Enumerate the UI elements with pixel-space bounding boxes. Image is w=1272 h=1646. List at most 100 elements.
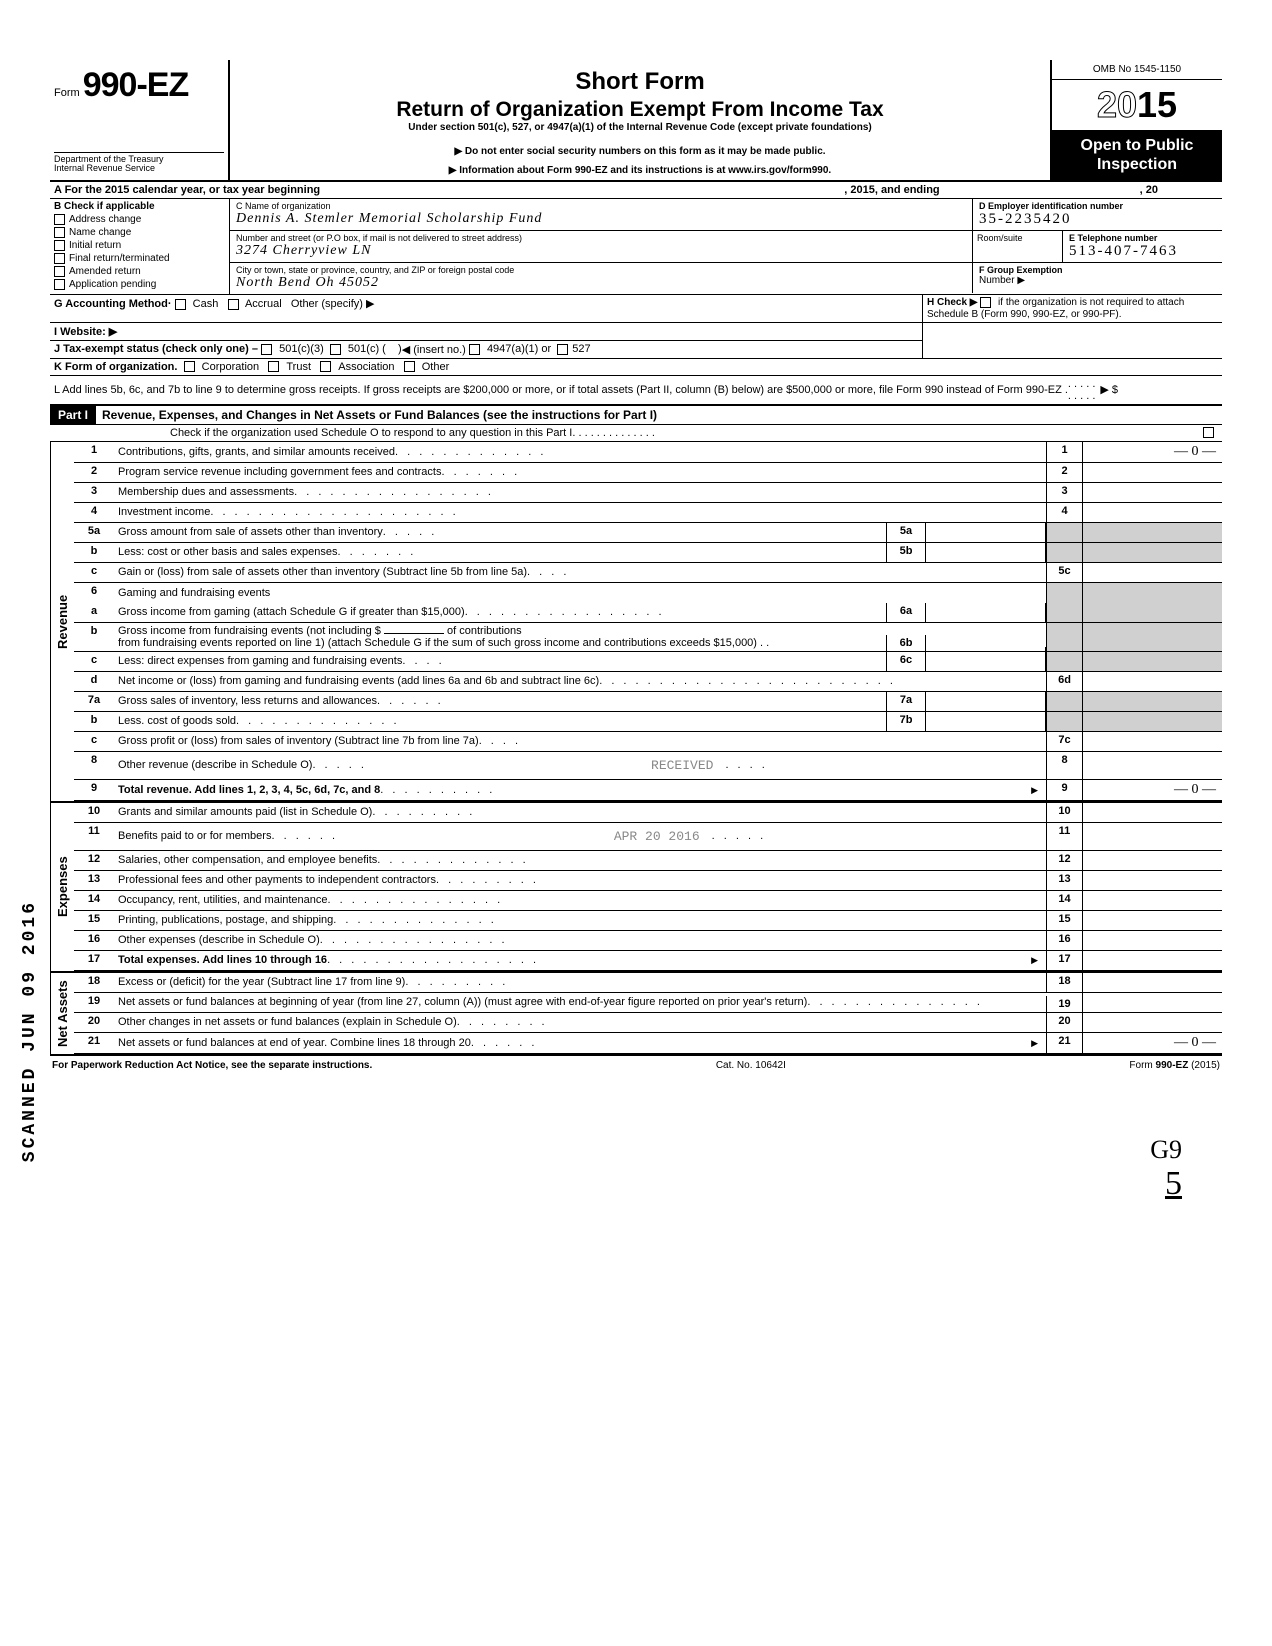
line-16: 16 Other expenses (describe in Schedule … (74, 931, 1222, 951)
year-column: OMB No 1545-1150 2015 Open to Public Ins… (1052, 60, 1222, 180)
dept-irs: Internal Revenue Service (54, 164, 224, 174)
line-9: 9 Total revenue. Add lines 1, 2, 3, 4, 5… (74, 780, 1222, 801)
checkbox-icon[interactable] (175, 299, 186, 310)
expenses-section: Expenses 10 Grants and similar amounts p… (50, 803, 1222, 973)
checkbox-icon (54, 240, 65, 251)
expenses-label: Expenses (50, 803, 74, 971)
line-10-value (1082, 803, 1222, 822)
room-label: Room/suite (977, 233, 1023, 243)
line-7c: c Gross profit or (loss) from sales of i… (74, 732, 1222, 752)
line-5b: b Less: cost or other basis and sales ex… (74, 543, 1222, 563)
checkbox-icon[interactable] (184, 361, 195, 372)
line-18: 18 Excess or (deficit) for the year (Sub… (74, 973, 1222, 993)
form-footer: For Paperwork Reduction Act Notice, see … (50, 1054, 1222, 1075)
name-label: C Name of organization (236, 201, 966, 211)
checkbox-icon (54, 266, 65, 277)
revenue-label: Revenue (50, 442, 74, 801)
checkbox-icon[interactable] (261, 344, 272, 355)
checkbox-icon[interactable] (469, 344, 480, 355)
chk-address-change[interactable]: Address change (54, 214, 225, 225)
row-a-mid: , 2015, and ending (844, 184, 939, 196)
line-12-value (1082, 851, 1222, 870)
group-number: Number ▶ (979, 275, 1216, 286)
line-6b: b Gross income from fundraising events (… (74, 623, 1222, 652)
footer-cat-no: Cat. No. 10642I (716, 1060, 786, 1071)
open-to-public: Open to Public Inspection (1052, 130, 1222, 180)
part-1-header: Part I Revenue, Expenses, and Changes in… (50, 404, 1222, 425)
line-6b-value (926, 647, 1046, 651)
row-h: H Check ▶ if the organization is not req… (922, 295, 1222, 321)
street-value: 3274 Cherryview LN (236, 243, 966, 259)
under-section-text: Under section 501(c), 527, or 4947(a)(1)… (238, 122, 1042, 133)
line-7b-value (926, 712, 1046, 731)
city-value: North Bend Oh 45052 (236, 275, 966, 291)
line-5a-value (926, 523, 1046, 542)
line-6a-value (926, 603, 1046, 622)
form-header: Form 990-EZ Department of the Treasury I… (50, 60, 1222, 182)
chk-initial-return[interactable]: Initial return (54, 240, 225, 251)
line-18-value (1082, 973, 1222, 992)
part-1-title: Revenue, Expenses, and Changes in Net As… (96, 406, 1222, 424)
short-form-title: Short Form (238, 68, 1042, 96)
line-1: 1 Contributions, gifts, grants, and simi… (74, 442, 1222, 463)
line-17: 17 Total expenses. Add lines 10 through … (74, 951, 1222, 971)
line-4-value (1082, 503, 1222, 522)
form-label: Form (54, 87, 80, 99)
room-suite-cell: Room/suite (972, 231, 1062, 262)
chk-name-change[interactable]: Name change (54, 227, 225, 238)
street-label: Number and street (or P.O box, if mail i… (236, 233, 966, 243)
line-7b: b Less. cost of goods sold . . . . . . .… (74, 712, 1222, 732)
line-5c-value (1082, 563, 1222, 582)
org-name-value: Dennis A. Stemler Memorial Scholarship F… (236, 211, 966, 227)
city-label: City or town, state or province, country… (236, 265, 966, 275)
section-c-d: C Name of organization Dennis A. Stemler… (230, 199, 1222, 294)
revenue-section: Revenue 1 Contributions, gifts, grants, … (50, 442, 1222, 803)
checkbox-icon[interactable] (404, 361, 415, 372)
line-3-value (1082, 483, 1222, 502)
line-1-value: — 0 — (1174, 444, 1216, 459)
line-15-value (1082, 911, 1222, 930)
row-a-start: A For the 2015 calendar year, or tax yea… (54, 184, 320, 196)
part-1-label: Part I (50, 406, 96, 424)
tax-year: 2015 (1052, 80, 1222, 130)
title-column: Short Form Return of Organization Exempt… (230, 60, 1052, 180)
line-19-value (1082, 993, 1222, 1012)
checkbox-icon[interactable] (268, 361, 279, 372)
line-21: 21 Net assets or fund balances at end of… (74, 1033, 1222, 1054)
row-l-gross-receipts: L Add lines 5b, 6c, and 7b to line 9 to … (50, 376, 1222, 404)
net-assets-section: Net Assets 18 Excess or (deficit) for th… (50, 973, 1222, 1054)
line-17-value (1082, 951, 1222, 970)
chk-amended[interactable]: Amended return (54, 266, 225, 277)
phone-label: E Telephone number (1069, 233, 1216, 243)
checkbox-icon[interactable] (228, 299, 239, 310)
checkbox-icon[interactable] (1203, 427, 1214, 438)
ein-label: D Employer identification number (979, 201, 1216, 211)
mark-5: 5 (50, 1165, 1182, 1203)
checkbox-icon[interactable] (330, 344, 341, 355)
group-exemption-cell: F Group Exemption Number ▶ (972, 263, 1222, 293)
line-6d: d Net income or (loss) from gaming and f… (74, 672, 1222, 692)
street-cell: Number and street (or P.O box, if mail i… (230, 231, 972, 262)
line-14-value (1082, 891, 1222, 910)
line-7a-value (926, 692, 1046, 711)
line-16-value (1082, 931, 1222, 950)
scanned-stamp: SCANNED JUN 09 2016 (20, 900, 40, 1162)
checkbox-icon[interactable] (320, 361, 331, 372)
city-cell: City or town, state or province, country… (230, 263, 972, 293)
line-21-value: — 0 — (1174, 1035, 1216, 1050)
phone-cell: E Telephone number 513-407-7463 (1062, 231, 1222, 262)
checkbox-icon[interactable] (980, 297, 991, 308)
line-2: 2 Program service revenue including gove… (74, 463, 1222, 483)
line-19: 19 Net assets or fund balances at beginn… (74, 993, 1222, 1013)
omb-number: OMB No 1545-1150 (1052, 60, 1222, 80)
checkbox-icon (54, 227, 65, 238)
chk-final-return[interactable]: Final return/terminated (54, 253, 225, 264)
row-a-tax-year: A For the 2015 calendar year, or tax yea… (50, 182, 1222, 199)
page-marks: G9 5 (50, 1135, 1222, 1203)
checkbox-icon (54, 214, 65, 225)
line-9-value: — 0 — (1174, 782, 1216, 797)
chk-application-pending[interactable]: Application pending (54, 279, 225, 290)
phone-value: 513-407-7463 (1069, 243, 1216, 260)
checkbox-icon[interactable] (557, 344, 568, 355)
date-stamp: APR 20 2016 (602, 825, 712, 848)
